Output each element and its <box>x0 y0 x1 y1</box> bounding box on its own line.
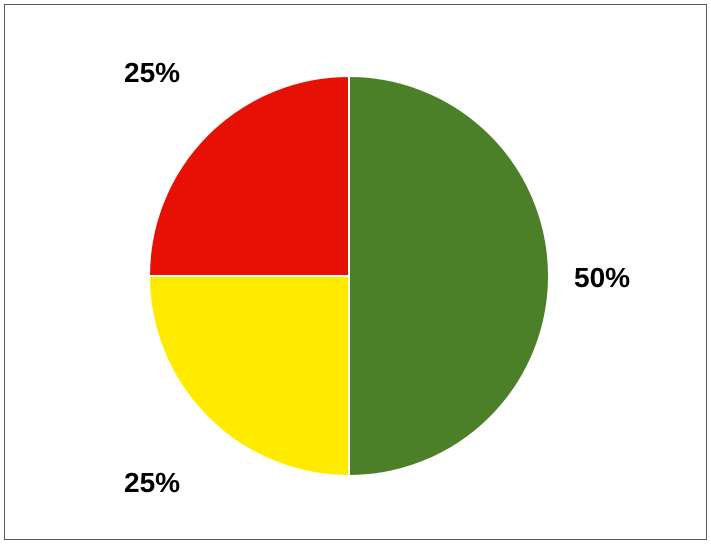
pie-slice-0 <box>349 76 549 476</box>
slice-label-0: 50% <box>574 262 630 294</box>
chart-stage: 50% 25% 25% <box>4 4 707 540</box>
pie-slice-1 <box>149 276 349 476</box>
slice-label-1: 25% <box>124 467 180 499</box>
pie-chart-container: 50% 25% 25% <box>0 0 711 544</box>
slice-label-2: 25% <box>124 57 180 89</box>
pie-slice-2 <box>149 76 349 276</box>
pie-wrap <box>149 76 549 476</box>
pie-svg <box>149 76 549 476</box>
